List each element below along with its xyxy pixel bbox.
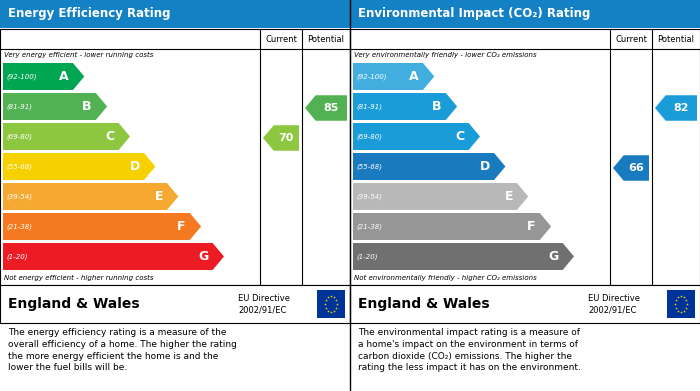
Text: Very environmentally friendly - lower CO₂ emissions: Very environmentally friendly - lower CO… [354,52,537,58]
Text: (55-68): (55-68) [6,163,32,170]
Text: Very energy efficient - lower running costs: Very energy efficient - lower running co… [4,52,153,58]
Bar [350,0,700,28]
Text: Potential: Potential [307,34,344,43]
Polygon shape [263,125,299,151]
Polygon shape [353,63,434,90]
Text: EU Directive: EU Directive [588,294,640,303]
Text: 70: 70 [279,133,294,143]
Text: B: B [433,100,442,113]
Text: C: C [106,130,115,143]
Text: The environmental impact rating is a measure of
a home's impact on the environme: The environmental impact rating is a mea… [358,328,581,372]
Text: F: F [177,220,186,233]
Bar [667,290,695,318]
Text: (69-80): (69-80) [356,133,382,140]
Text: (92-100): (92-100) [356,73,386,80]
Text: B: B [83,100,92,113]
Text: E: E [155,190,163,203]
Text: (81-91): (81-91) [356,103,382,110]
Polygon shape [353,183,528,210]
Text: EU Directive: EU Directive [238,294,290,303]
Text: (39-54): (39-54) [356,193,382,200]
Polygon shape [353,153,505,180]
Polygon shape [353,123,480,150]
Text: The energy efficiency rating is a measure of the
overall efficiency of a home. T: The energy efficiency rating is a measur… [8,328,237,372]
Polygon shape [353,213,551,240]
Text: (39-54): (39-54) [6,193,32,200]
Polygon shape [3,123,130,150]
Text: 2002/91/EC: 2002/91/EC [238,305,286,314]
Text: Not energy efficient - higher running costs: Not energy efficient - higher running co… [4,275,153,281]
Text: Energy Efficiency Rating: Energy Efficiency Rating [8,7,171,20]
Text: F: F [527,220,536,233]
Polygon shape [3,93,107,120]
Text: Current: Current [615,34,647,43]
Text: C: C [456,130,465,143]
Polygon shape [3,213,201,240]
Text: A: A [410,70,419,83]
Text: Not environmentally friendly - higher CO₂ emissions: Not environmentally friendly - higher CO… [354,275,537,281]
Text: (92-100): (92-100) [6,73,36,80]
Bar [0,0,350,28]
Text: (21-38): (21-38) [356,223,382,230]
Polygon shape [655,95,697,121]
Text: Environmental Impact (CO₂) Rating: Environmental Impact (CO₂) Rating [358,7,590,20]
Text: England & Wales: England & Wales [8,297,139,311]
Bar [350,285,700,323]
Text: (1-20): (1-20) [6,253,27,260]
Text: 85: 85 [323,103,339,113]
Text: 66: 66 [629,163,644,173]
Bar [0,29,350,285]
Text: D: D [130,160,140,173]
Polygon shape [3,243,224,270]
Polygon shape [3,183,178,210]
Polygon shape [305,95,347,121]
Text: Current: Current [265,34,297,43]
Bar [0,285,350,323]
Text: (69-80): (69-80) [6,133,32,140]
Text: E: E [505,190,513,203]
Text: England & Wales: England & Wales [358,297,489,311]
Text: (81-91): (81-91) [6,103,32,110]
Text: A: A [60,70,69,83]
Polygon shape [613,155,649,181]
Polygon shape [353,93,457,120]
Text: 82: 82 [673,103,689,113]
Polygon shape [3,153,155,180]
Text: Potential: Potential [657,34,694,43]
Text: (21-38): (21-38) [6,223,32,230]
Text: (55-68): (55-68) [356,163,382,170]
Text: D: D [480,160,490,173]
Text: 2002/91/EC: 2002/91/EC [588,305,636,314]
Bar [350,29,700,285]
Polygon shape [3,63,84,90]
Text: G: G [198,250,209,263]
Text: G: G [548,250,559,263]
Polygon shape [353,243,574,270]
Bar [317,290,345,318]
Text: (1-20): (1-20) [356,253,377,260]
